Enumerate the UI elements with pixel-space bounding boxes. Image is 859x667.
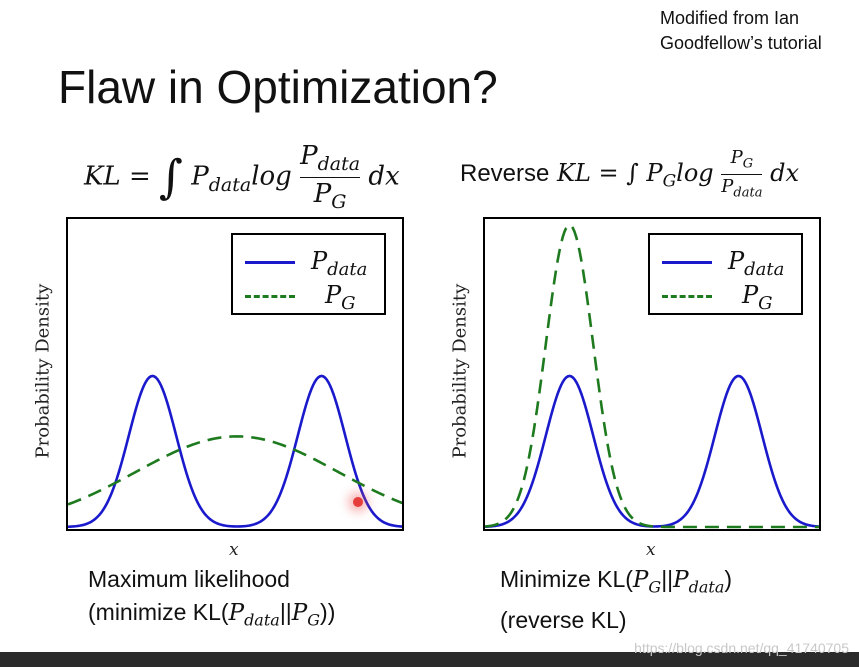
fraction-numerator: Pdata bbox=[300, 142, 360, 175]
credit-line-2: Goodfellow’s tutorial bbox=[660, 33, 822, 53]
solid-line-icon bbox=[245, 261, 295, 264]
dashed-line-icon bbox=[662, 295, 712, 298]
left-density-plot: Pdata PG bbox=[66, 217, 404, 531]
reverse-pg-term: P bbox=[646, 158, 663, 187]
legend-label-pdata: Pdata bbox=[311, 247, 368, 280]
right-caption-line-2: (reverse KL) bbox=[500, 606, 627, 633]
series-line-p-g bbox=[68, 435, 402, 506]
log-term: log bbox=[251, 161, 292, 192]
left-legend: Pdata PG bbox=[231, 233, 386, 315]
dashed-line-icon bbox=[245, 295, 295, 298]
denominator-p: P bbox=[313, 179, 332, 210]
left-y-axis-label: Probability Density bbox=[32, 283, 54, 459]
right-density-plot: Pdata PG bbox=[483, 217, 821, 531]
numerator-subscript: data bbox=[317, 153, 361, 176]
fraction-denominator: PG bbox=[300, 180, 360, 213]
reverse-kl-formula: Reverse KL = ∫ PGlog PG Pdata dx bbox=[460, 148, 799, 201]
legend-item-pdata: Pdata bbox=[233, 247, 384, 280]
watermark-text: https://blog.csdn.net/qq_41740705 bbox=[634, 640, 849, 656]
reverse-kl-lhs: KL = bbox=[557, 158, 627, 187]
left-x-axis-label: x bbox=[229, 540, 239, 560]
reverse-numerator-subscript: G bbox=[742, 156, 754, 172]
kl-lhs: KL = bbox=[84, 161, 160, 192]
solid-line-icon bbox=[662, 261, 712, 264]
reverse-dx-term: dx bbox=[770, 158, 800, 187]
left-caption: Maximum likelihood (minimize KL(Pdata||P… bbox=[88, 563, 335, 637]
cursor-pointer-icon bbox=[353, 497, 363, 507]
p-data-subscript: data bbox=[208, 173, 252, 196]
right-y-axis-label: Probability Density bbox=[449, 283, 471, 459]
reverse-fraction-numerator: PG bbox=[721, 148, 762, 172]
reverse-kl-fraction: PG Pdata bbox=[721, 148, 763, 201]
footer-bar: https://blog.csdn.net/qq_41740705 bbox=[0, 640, 859, 667]
left-plot-canvas bbox=[68, 374, 402, 529]
reverse-fraction-denominator: Pdata bbox=[721, 175, 763, 201]
left-caption-line-2: (minimize KL(Pdata||PG)) bbox=[88, 599, 336, 630]
reverse-log-term: log bbox=[676, 158, 714, 187]
kl-fraction: Pdata PG bbox=[300, 142, 361, 213]
left-caption-line-1: Maximum likelihood bbox=[88, 566, 290, 592]
right-plot-canvas bbox=[485, 223, 819, 529]
credit-text: Modified from Ian Goodfellow’s tutorial bbox=[660, 6, 822, 56]
reverse-pg-subscript: G bbox=[662, 171, 677, 192]
series-line-p-data bbox=[68, 374, 402, 529]
reverse-label: Reverse bbox=[460, 159, 550, 187]
slide-title: Flaw in Optimization? bbox=[58, 61, 498, 113]
legend-label-pg: PG bbox=[742, 281, 773, 314]
legend-item-pg: PG bbox=[650, 281, 801, 314]
numerator-p: P bbox=[300, 141, 318, 171]
reverse-denominator-p: P bbox=[721, 175, 734, 197]
legend-item-pdata: Pdata bbox=[650, 247, 801, 280]
reverse-denominator-subscript: data bbox=[733, 185, 763, 201]
reverse-fraction-bar bbox=[721, 173, 763, 175]
dx-term: dx bbox=[368, 161, 400, 192]
right-caption: Minimize KL(PG||Pdata) (reverse KL) bbox=[500, 563, 732, 637]
p-data-term: P bbox=[191, 161, 209, 192]
reverse-numerator-p: P bbox=[730, 147, 743, 168]
fraction-bar bbox=[300, 177, 361, 179]
credit-line-1: Modified from Ian bbox=[660, 8, 800, 28]
reverse-integral-sign: ∫ bbox=[626, 158, 639, 187]
legend-item-pg: PG bbox=[233, 281, 384, 314]
series-line-p-data bbox=[485, 374, 819, 529]
denominator-subscript: G bbox=[331, 191, 347, 214]
kl-formula: KL = ∫ Pdatalog Pdata PG dx bbox=[84, 142, 400, 213]
integral-sign: ∫ bbox=[159, 149, 183, 204]
right-legend: Pdata PG bbox=[648, 233, 803, 315]
right-caption-line-1: Minimize KL(PG||Pdata) bbox=[500, 566, 733, 597]
legend-label-pdata: Pdata bbox=[728, 247, 785, 280]
legend-label-pg: PG bbox=[325, 281, 356, 314]
right-x-axis-label: x bbox=[646, 540, 656, 560]
